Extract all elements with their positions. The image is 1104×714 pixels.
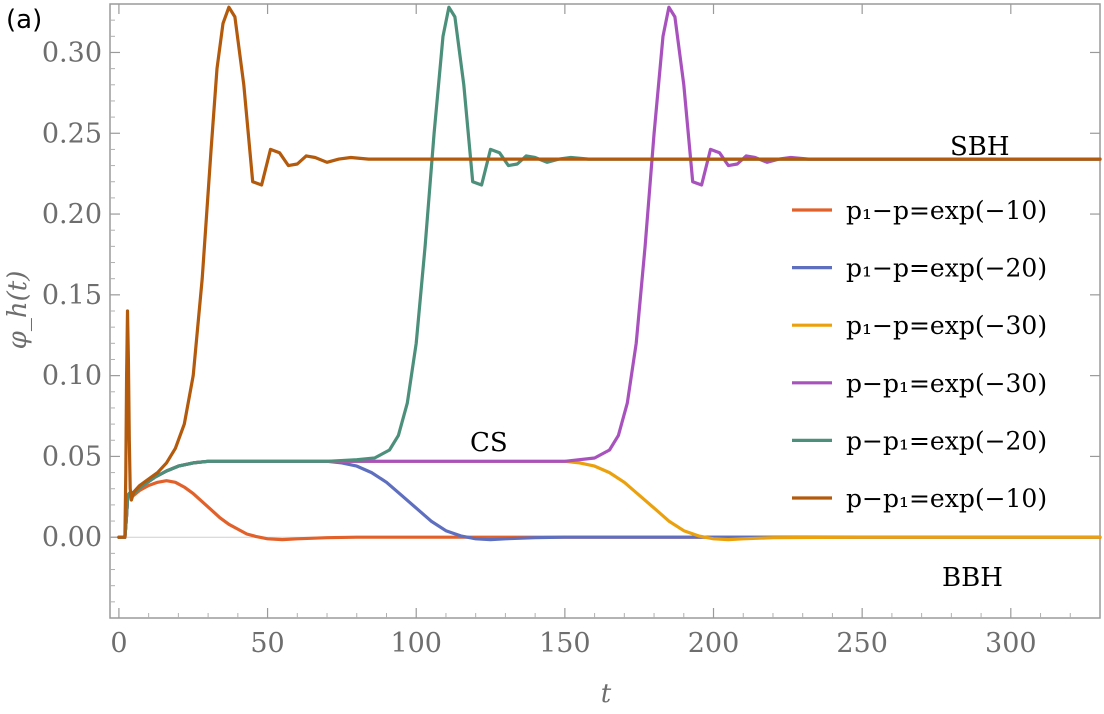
y-tick-label: 0.05 — [42, 441, 102, 472]
x-tick-label: 50 — [250, 628, 284, 659]
legend-label: p−p₁=exp(−20) — [846, 426, 1047, 455]
legend-label: p₁−p=exp(−30) — [846, 311, 1047, 340]
y-tick-label: 0.30 — [42, 37, 102, 68]
annotation-cs: CS — [470, 428, 508, 458]
axis-ticks: 0 50 100 150 200 250 300 0.00 0.05 0.10 0.15 0.20 0.… — [42, 4, 1100, 659]
x-tick-label: 200 — [688, 628, 740, 659]
x-tick-label: 100 — [390, 628, 442, 659]
y-tick-label: 0.15 — [42, 280, 102, 311]
series-line — [117, 5, 1102, 539]
annotation-bbh: BBH — [942, 563, 1003, 593]
legend-label: p−p₁=exp(−30) — [846, 369, 1047, 398]
legend: p₁−p=exp(−10) p₁−p=exp(−20) p₁−p=exp(−30) p… — [792, 196, 1047, 513]
legend-label: p₁−p=exp(−20) — [846, 254, 1047, 283]
y-tick-label: 0.25 — [42, 118, 102, 149]
y-tick-label: 0.20 — [42, 199, 102, 230]
series-lines — [117, 5, 1102, 542]
series-line — [117, 5, 1102, 539]
x-tick-label: 250 — [836, 628, 888, 659]
panel-label: (a) — [6, 5, 42, 35]
legend-label: p₁−p=exp(−10) — [846, 196, 1047, 225]
x-tick-label: 150 — [539, 628, 591, 659]
x-tick-label: 0 — [110, 628, 127, 659]
annotation-sbh: SBH — [950, 132, 1010, 162]
y-tick-label: 0.10 — [42, 361, 102, 392]
y-axis-label: φ_h(t) — [3, 271, 33, 350]
y-tick-label: 0.00 — [42, 522, 102, 553]
x-tick-label: 300 — [985, 628, 1037, 659]
x-axis-label: t — [601, 679, 612, 709]
legend-label: p−p₁=exp(−10) — [846, 484, 1047, 513]
